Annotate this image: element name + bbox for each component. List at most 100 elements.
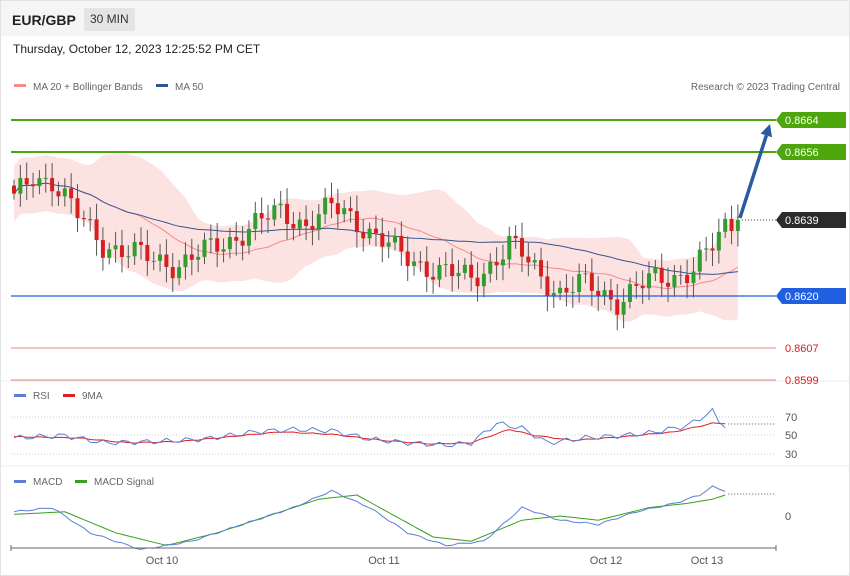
candle-body bbox=[81, 218, 86, 220]
candle-body bbox=[380, 233, 385, 247]
candle-body bbox=[710, 248, 715, 251]
candle bbox=[539, 247, 544, 289]
candle bbox=[469, 251, 474, 292]
candle-body bbox=[659, 267, 664, 283]
projection-arrow-head bbox=[760, 124, 773, 138]
candle bbox=[183, 242, 188, 280]
candle-body bbox=[691, 271, 696, 284]
candle bbox=[310, 210, 315, 246]
candle-body bbox=[50, 178, 55, 192]
chart-header: EUR/GBP 30 MIN bbox=[1, 1, 849, 36]
candle bbox=[513, 225, 518, 249]
candles bbox=[12, 162, 740, 331]
timeframe-badge[interactable]: 30 MIN bbox=[84, 8, 135, 31]
candle-body bbox=[94, 219, 99, 241]
legend-label-ma20: MA 20 + Bollinger Bands bbox=[33, 82, 143, 93]
candle bbox=[329, 182, 334, 219]
candle bbox=[158, 243, 163, 272]
candle-body bbox=[469, 264, 474, 278]
rsi-tick-50: 50 bbox=[785, 430, 797, 442]
candle-body bbox=[158, 254, 163, 261]
research-credit: Research © 2023 Trading Central bbox=[691, 82, 840, 93]
legend-swatch-rsi-ma bbox=[63, 394, 75, 397]
candle bbox=[691, 257, 696, 298]
candle-body bbox=[462, 264, 467, 273]
candle bbox=[589, 258, 594, 306]
candle-body bbox=[589, 273, 594, 291]
candle bbox=[710, 232, 715, 267]
candle bbox=[177, 260, 182, 286]
candle-body bbox=[196, 256, 201, 260]
candle bbox=[627, 277, 632, 309]
level-label: 0.8656 bbox=[785, 147, 819, 159]
candle-body bbox=[335, 203, 340, 215]
candle-body bbox=[602, 290, 607, 297]
candle-body bbox=[735, 220, 740, 232]
candle bbox=[443, 252, 448, 277]
candle bbox=[596, 276, 601, 312]
candle-body bbox=[107, 249, 112, 258]
time-label-oct12: Oct 12 bbox=[590, 555, 622, 567]
candle-body bbox=[729, 218, 734, 232]
rsi-tick-70: 70 bbox=[785, 412, 797, 424]
candle bbox=[113, 231, 118, 263]
candle-body bbox=[278, 203, 283, 206]
time-label-oct11: Oct 11 bbox=[368, 555, 400, 567]
candle-body bbox=[215, 238, 220, 252]
candle-body bbox=[666, 282, 671, 287]
candle-body bbox=[672, 275, 677, 287]
level-pivot: 0.8620 bbox=[11, 288, 846, 304]
level-last: 0.8639 bbox=[741, 212, 846, 228]
candle-body bbox=[488, 261, 493, 274]
level-resistance: 0.8656 bbox=[11, 144, 846, 160]
candle bbox=[399, 221, 404, 266]
candle bbox=[37, 170, 42, 195]
rsi-pane: 70 50 30 bbox=[11, 407, 797, 461]
candle-body bbox=[62, 188, 67, 197]
candle bbox=[653, 260, 658, 282]
candle bbox=[50, 162, 55, 207]
candle-body bbox=[132, 241, 137, 257]
candle bbox=[31, 172, 36, 198]
candle bbox=[253, 201, 258, 241]
candle-body bbox=[596, 290, 601, 297]
candle-body bbox=[653, 267, 658, 274]
candle-body bbox=[240, 240, 245, 246]
candle-body bbox=[342, 208, 347, 215]
candle-body bbox=[475, 277, 480, 287]
candle bbox=[24, 162, 29, 200]
candle bbox=[672, 264, 677, 297]
candle bbox=[551, 280, 556, 309]
candle-body bbox=[412, 261, 417, 267]
candle-body bbox=[678, 274, 683, 276]
candle-body bbox=[208, 238, 213, 240]
candle bbox=[278, 190, 283, 219]
legend-swatch-macd bbox=[14, 480, 26, 483]
candle bbox=[405, 236, 410, 282]
candle bbox=[386, 230, 391, 259]
candle bbox=[488, 253, 493, 283]
candle-body bbox=[69, 188, 74, 199]
candle bbox=[621, 288, 626, 329]
level-target: 0.8664 bbox=[11, 112, 846, 128]
candle bbox=[62, 178, 67, 207]
macd-pane: 0 bbox=[13, 485, 791, 550]
candle bbox=[240, 226, 245, 261]
candle bbox=[570, 276, 575, 308]
level-tag bbox=[776, 144, 846, 160]
candle-body bbox=[323, 197, 328, 215]
candle-body bbox=[431, 276, 436, 280]
candle-body bbox=[500, 259, 505, 266]
candle bbox=[12, 179, 16, 200]
candle-body bbox=[513, 235, 518, 239]
candle-body bbox=[329, 197, 334, 204]
candle-body bbox=[189, 254, 194, 260]
candle-body bbox=[151, 260, 156, 262]
candle bbox=[323, 188, 328, 224]
candle-body bbox=[367, 228, 372, 239]
candle-body bbox=[627, 284, 632, 302]
candle-body bbox=[615, 299, 620, 315]
candle bbox=[602, 281, 607, 306]
candle-body bbox=[424, 261, 429, 277]
candle bbox=[18, 164, 23, 207]
